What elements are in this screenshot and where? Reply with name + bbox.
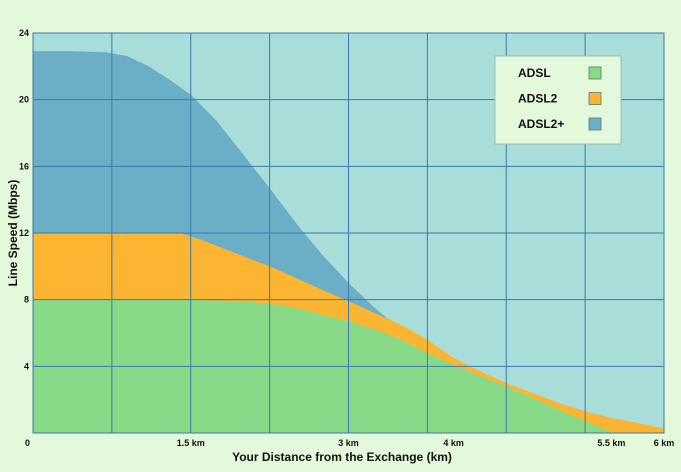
x-tick-label: 5.5 km [597, 438, 625, 448]
legend-label: ADSL2 [518, 92, 558, 106]
x-tick-label: 0 [25, 438, 30, 448]
x-tick-label: 4 km [443, 438, 464, 448]
y-tick-label: 4 [24, 361, 29, 371]
grid-layer [33, 33, 664, 433]
y-tick-label: 20 [19, 95, 29, 105]
y-tick-label: 12 [19, 228, 29, 238]
legend-label: ADSL [518, 66, 551, 80]
y-tick-label: 16 [19, 161, 29, 171]
tick-labels: 4 8 12 16 20 24 0 1.5 km 3 km 4 km 5.5 km 6 km [19, 28, 674, 448]
y-tick-label: 24 [19, 28, 29, 38]
legend: ADSL ADSL2 ADSL2+ [494, 55, 622, 145]
y-axis-title: Line Speed (Mbps) [6, 180, 20, 287]
x-axis-title: Your Distance from the Exchange (km) [232, 450, 452, 464]
legend-swatch [588, 66, 602, 80]
x-tick-label: 1.5 km [177, 438, 205, 448]
legend-swatch [588, 92, 602, 105]
y-tick-label: 8 [24, 295, 29, 305]
x-tick-label: 6 km [654, 438, 675, 448]
x-tick-label: 3 km [338, 438, 359, 448]
legend-swatch [588, 117, 602, 131]
plot-frame [32, 32, 665, 434]
legend-label: ADSL2+ [518, 117, 564, 131]
